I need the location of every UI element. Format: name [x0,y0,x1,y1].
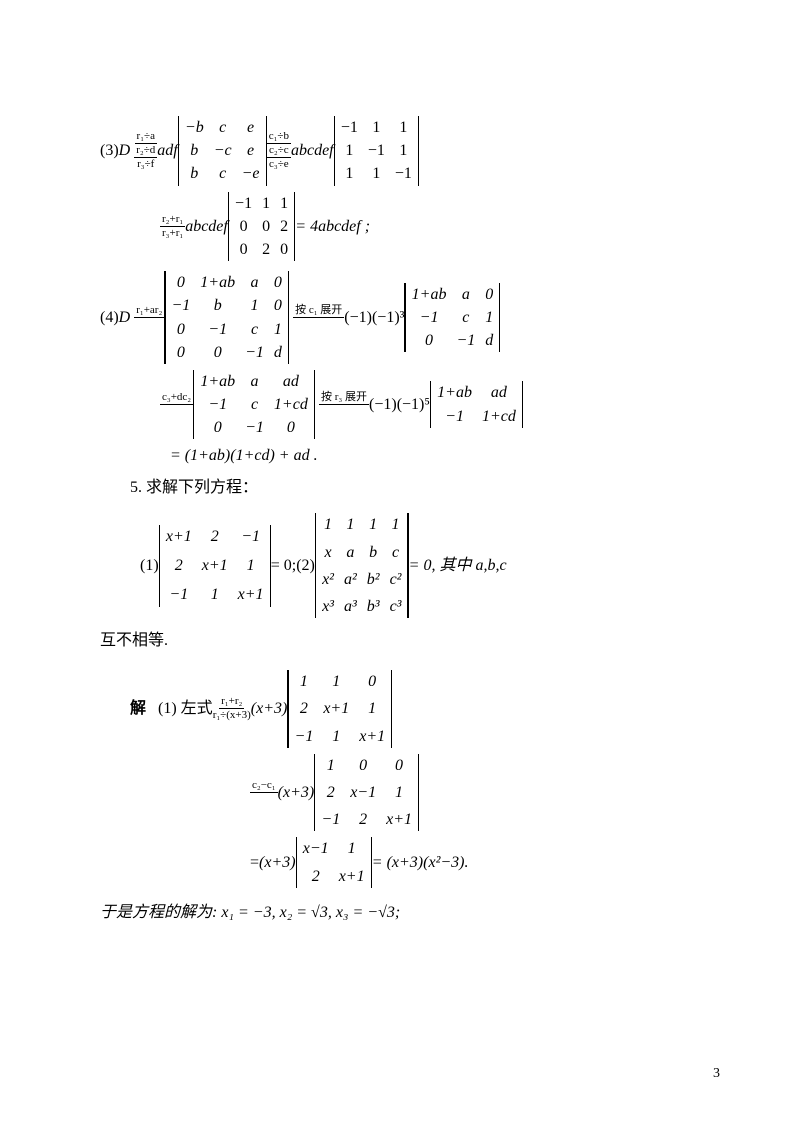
page-content: (3) D r₁÷ar₂÷dr₃÷f adf −bce b−ce bc−e c₁… [0,0,800,970]
det-s2: 100 2x−11 −12x+1 [314,754,419,832]
expand-4-1: 按 c₁ 展开 [293,304,344,331]
eq-4-1: (−1)(−1)³ [344,308,404,327]
ops-4-2: c₃+dc₂ [160,391,193,418]
solution-conclusion: 于是方程的解为: x₁ = −3, x₂ = √3, x₃ = −√3; [100,898,720,922]
ops-4-1: r₁+ar₂ [134,304,164,331]
adf: adf [157,141,177,160]
label-3: (3) [100,141,119,160]
solution-heading: 解 [130,700,146,717]
s1-label: (1) 左式 [158,699,213,718]
abcdef-2: abcdef [185,217,228,236]
det-4-1: 01+aba0 −1b10 0−1c1 00−1d [164,271,289,364]
det-3-2: −111 1−11 11−1 [334,116,419,186]
factor-2: (x+3) [278,783,315,802]
det-3-1: −bce b−ce bc−e [178,116,267,186]
ops-s1: r₁+r₂ r₁÷(x+3) [213,695,251,722]
det-3-3: −111 002 020 [228,192,295,262]
det-5-2: 1111 xabc x²a²b²c² x³a³b³c³ [315,513,409,618]
problem-3-line1: (3) D r₁÷ar₂÷dr₃÷f adf −bce b−ce bc−e c₁… [100,116,720,186]
solution-line3: = (x+3) x−11 2x+1 = (x+3)(x²−3). [250,837,720,887]
problem-5-heading: 5. 求解下列方程： [130,473,720,497]
det-5-1: x+12−1 2x+11 −11x+1 [159,525,271,607]
sym-D4: D [119,308,131,327]
eq0-1: = 0; [271,556,296,575]
result-4: = (1+ab)(1+cd) + ad . [170,447,720,465]
label-5-2: (2) [296,556,315,575]
det-4-4: 1+abad −11+cd [430,381,523,427]
problem-5-tail: 互不相等. [100,626,720,650]
ops-s2: c₂−c₁ [250,779,278,806]
solution-line1: 解 (1) 左式 r₁+r₂ r₁÷(x+3) (x+3) 110 2x+11 … [130,670,720,748]
factor-3: (x+3) [259,853,296,872]
solution-line2: c₂−c₁ (x+3) 100 2x−11 −12x+1 [250,754,720,832]
ops-3-1: r₁÷ar₂÷dr₃÷f [134,130,157,172]
label-5-1: (1) [140,556,159,575]
det-s1: 110 2x+11 −11x+1 [287,670,392,748]
problem-4-line2: c₃+dc₂ 1+abaad −1c1+cd 0−10 按 r₃ 展开 (−1)… [160,370,720,440]
page-number: 3 [713,1066,720,1082]
abcdef-1: abcdef [291,141,334,160]
problem-5-eqs: (1) x+12−1 2x+11 −11x+1 = 0; (2) 1111 xa… [140,513,720,618]
expand-4-2: 按 r₃ 展开 [319,391,369,418]
result-s: = (x+3)(x²−3). [372,853,469,872]
ops-3-2: c₁÷bc₂÷cc₃÷e [267,130,291,172]
det-4-3: 1+abaad −1c1+cd 0−10 [193,370,315,440]
ops-3-3: r₂+r₁ r₃+r₁ [160,213,185,240]
eq0-2: = 0, 其中 a,b,c [409,556,507,575]
eq-4-2: (−1)(−1)⁵ [369,395,430,414]
sym-D: D [119,141,131,160]
problem-4-line1: (4) D r₁+ar₂ 01+aba0 −1b10 0−1c1 00−1d 按… [100,271,720,364]
result-3: = 4abcdef ; [295,217,370,236]
det-4-2: 1+aba0 −1c1 0−1d [404,283,500,353]
problem-3-line2: r₂+r₁ r₃+r₁ abcdef −111 002 020 = 4abcde… [160,192,720,262]
det-s3: x−11 2x+1 [296,837,372,887]
factor-1: (x+3) [251,699,288,718]
label-4: (4) [100,308,119,327]
